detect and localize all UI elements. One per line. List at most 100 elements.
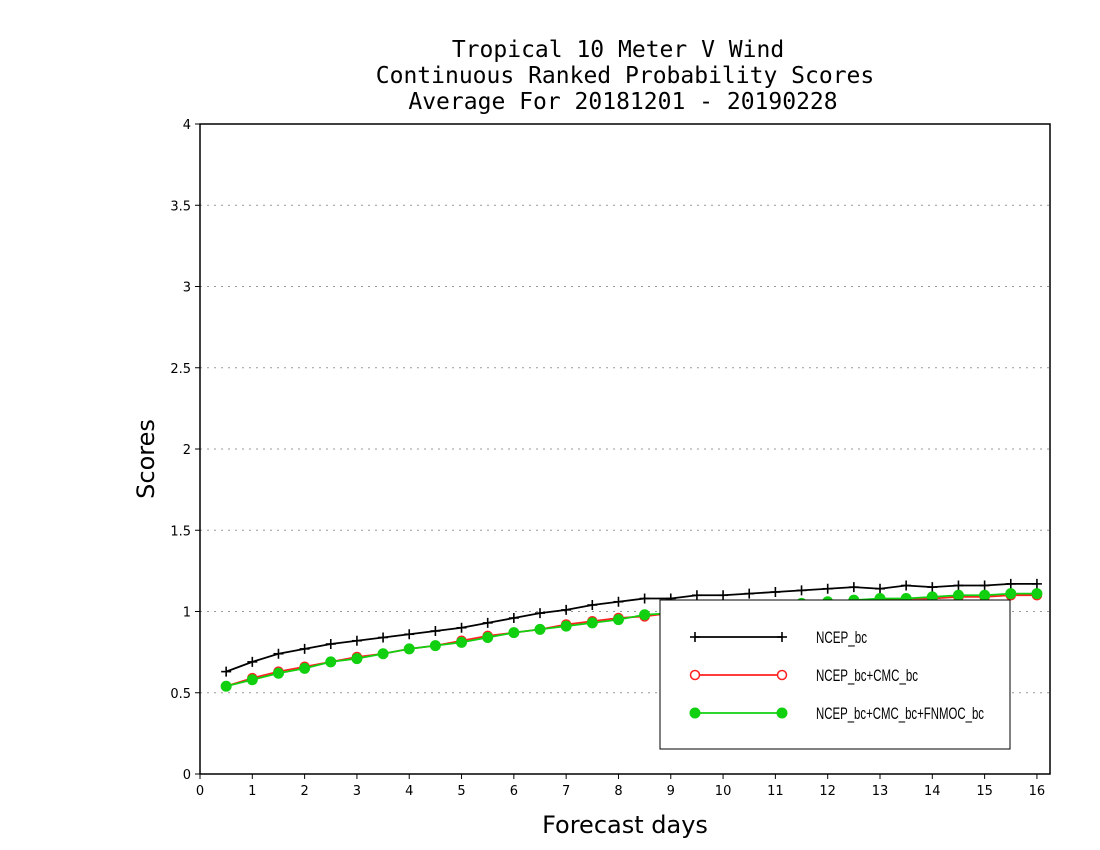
data-point-ncep-bc bbox=[927, 582, 938, 593]
x-tick-label: 10 bbox=[715, 784, 732, 799]
x-tick-label: 7 bbox=[562, 784, 570, 799]
x-tick-label: 15 bbox=[976, 784, 993, 799]
x-tick-label: 9 bbox=[667, 784, 675, 799]
y-tick-label: 4 bbox=[183, 118, 191, 133]
legend-items: NCEP_bc NCEP_bc+CMC_bc NCEP_bc+CMC_bc+FNMO… bbox=[689, 628, 984, 723]
legend: NCEP_bc NCEP_bc+CMC_bc NCEP_bc+CMC_bc+FNMO… bbox=[659, 599, 1011, 750]
data-point-ncep-bc bbox=[430, 626, 441, 636]
x-tick-label: 2 bbox=[300, 784, 308, 799]
x-tick-label: 6 bbox=[510, 784, 518, 799]
data-point-ncep-bc bbox=[901, 580, 912, 591]
y-tick-label: 2 bbox=[183, 443, 191, 458]
legend-marker bbox=[689, 669, 701, 681]
data-point-ncep-bc-cmc-bc-fnmoc-bc bbox=[639, 609, 651, 621]
data-point-ncep-bc bbox=[1005, 578, 1016, 589]
x-tick-label: 16 bbox=[1029, 784, 1046, 799]
legend-marker bbox=[690, 632, 700, 642]
x-tick-label: 5 bbox=[457, 784, 465, 799]
data-point-ncep-bc-cmc-bc-fnmoc-bc bbox=[351, 653, 363, 665]
data-point-ncep-bc bbox=[691, 590, 702, 601]
x-tick-label: 0 bbox=[196, 784, 204, 799]
data-point-ncep-bc bbox=[299, 643, 310, 654]
data-point-ncep-bc bbox=[221, 666, 232, 677]
legend-label: NCEP_bc+CMC_bc bbox=[816, 666, 918, 685]
y-tick-label: 3.5 bbox=[170, 199, 191, 214]
data-point-ncep-bc-cmc-bc-fnmoc-bc bbox=[979, 589, 991, 601]
legend-label: NCEP_bc bbox=[816, 628, 867, 647]
data-point-ncep-bc bbox=[378, 632, 389, 643]
data-point-ncep-bc bbox=[325, 639, 336, 649]
data-point-ncep-bc-cmc-bc-fnmoc-bc bbox=[246, 674, 258, 686]
chart-subtitle-period: Average For 20181201 - 20190228 bbox=[408, 89, 837, 115]
data-point-ncep-bc-cmc-bc-fnmoc-bc bbox=[1031, 588, 1043, 600]
data-point-ncep-bc bbox=[247, 656, 258, 667]
legend-item-ncep-bc-cmc-bc-fnmoc-bc: NCEP_bc+CMC_bc+FNMOC_bc bbox=[689, 704, 984, 723]
data-point-ncep-bc bbox=[848, 582, 859, 593]
axes: 00.511.522.533.540 1 2 3 4 5 6 7 8 9 10 11 12 13 14 15 1… bbox=[170, 118, 1045, 799]
data-point-ncep-bc bbox=[613, 596, 624, 607]
data-point-ncep-bc-cmc-bc-fnmoc-bc bbox=[325, 656, 337, 668]
y-axis-label: Scores bbox=[132, 419, 160, 499]
y-tick-label: 1 bbox=[183, 606, 191, 621]
data-point-ncep-bc-cmc-bc-fnmoc-bc bbox=[456, 636, 468, 648]
data-point-ncep-bc bbox=[273, 648, 284, 659]
y-tick-label: 3 bbox=[183, 281, 191, 296]
chart-subtitle: Continuous Ranked Probability Scores bbox=[376, 63, 875, 89]
data-point-ncep-bc bbox=[796, 585, 807, 596]
data-point-ncep-bc bbox=[1031, 578, 1042, 589]
data-point-ncep-bc bbox=[561, 604, 572, 615]
data-point-ncep-bc bbox=[770, 587, 781, 597]
data-point-ncep-bc bbox=[535, 608, 545, 619]
data-point-ncep-bc-cmc-bc-fnmoc-bc bbox=[272, 667, 284, 679]
data-point-ncep-bc-cmc-bc-fnmoc-bc bbox=[508, 627, 520, 639]
data-point-ncep-bc bbox=[875, 583, 885, 594]
y-tick-label: 2.5 bbox=[170, 362, 191, 377]
data-point-ncep-bc bbox=[822, 583, 833, 594]
data-point-ncep-bc bbox=[718, 590, 729, 601]
legend-marker bbox=[776, 707, 788, 719]
series-ncep-bc bbox=[221, 578, 1042, 677]
legend-item-ncep-bc-cmc-bc: NCEP_bc+CMC_bc bbox=[689, 666, 918, 685]
legend-marker bbox=[689, 707, 701, 719]
x-tick-label: 11 bbox=[767, 784, 784, 799]
data-point-ncep-bc-cmc-bc-fnmoc-bc bbox=[482, 632, 494, 643]
x-tick-label: 13 bbox=[872, 784, 889, 799]
data-point-ncep-bc-cmc-bc-fnmoc-bc bbox=[952, 589, 964, 601]
x-axis-label: Forecast days bbox=[542, 811, 708, 839]
data-point-ncep-bc bbox=[404, 629, 415, 640]
x-tick-label: 12 bbox=[819, 784, 836, 799]
data-point-ncep-bc bbox=[482, 617, 493, 628]
y-tick-label: 1.5 bbox=[170, 524, 191, 539]
data-point-ncep-bc-cmc-bc-fnmoc-bc bbox=[1005, 588, 1017, 600]
x-tick-label: 8 bbox=[614, 784, 622, 799]
x-tick-label: 14 bbox=[924, 784, 941, 799]
data-point-ncep-bc-cmc-bc-fnmoc-bc bbox=[612, 614, 624, 626]
legend-label: NCEP_bc+CMC_bc+FNMOC_bc bbox=[816, 704, 984, 723]
x-tick-label: 4 bbox=[405, 784, 413, 799]
data-point-ncep-bc bbox=[456, 622, 467, 633]
data-point-ncep-bc bbox=[744, 588, 755, 599]
x-tick-label: 3 bbox=[353, 784, 361, 799]
legend-marker bbox=[776, 669, 788, 681]
data-point-ncep-bc-cmc-bc-fnmoc-bc bbox=[560, 620, 572, 632]
chart-title: Tropical 10 Meter V Wind bbox=[452, 37, 784, 63]
y-tick-label: 0.5 bbox=[170, 687, 191, 702]
data-point-ncep-bc-cmc-bc-fnmoc-bc bbox=[220, 680, 232, 692]
data-point-ncep-bc-cmc-bc-fnmoc-bc bbox=[377, 648, 389, 660]
x-tick-label: 1 bbox=[248, 784, 256, 799]
data-point-ncep-bc-cmc-bc-fnmoc-bc bbox=[429, 640, 441, 652]
data-point-ncep-bc-cmc-bc-fnmoc-bc bbox=[534, 623, 546, 635]
data-point-ncep-bc-cmc-bc-fnmoc-bc bbox=[299, 662, 311, 674]
data-point-ncep-bc bbox=[979, 580, 990, 591]
data-point-ncep-bc-cmc-bc-fnmoc-bc bbox=[403, 643, 415, 655]
legend-marker bbox=[777, 632, 787, 642]
data-point-ncep-bc bbox=[587, 600, 598, 610]
data-point-ncep-bc bbox=[508, 613, 519, 623]
data-point-ncep-bc bbox=[351, 635, 362, 646]
legend-item-ncep-bc: NCEP_bc bbox=[690, 628, 867, 647]
data-point-ncep-bc bbox=[953, 580, 964, 591]
y-tick-label: 0 bbox=[183, 768, 191, 783]
data-point-ncep-bc-cmc-bc-fnmoc-bc bbox=[586, 617, 598, 629]
data-point-ncep-bc bbox=[639, 593, 650, 604]
